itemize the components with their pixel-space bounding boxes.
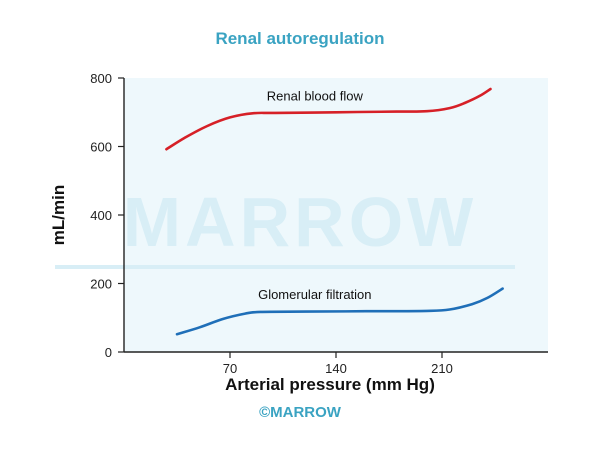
series-line-glomerular-filtration [175, 287, 504, 336]
series-labels: Renal blood flow Glomerular filtration [258, 88, 371, 302]
series-label-glomerular-filtration: Glomerular filtration [258, 287, 371, 302]
y-axis-label: mL/min [49, 185, 68, 245]
series-line-renal-blood-flow [165, 87, 492, 151]
axes: 0 200 400 600 800 70 140 210 [90, 71, 548, 376]
y-tick-label: 800 [90, 71, 112, 86]
y-tick-label: 200 [90, 277, 112, 292]
series-label-renal-blood-flow: Renal blood flow [267, 88, 364, 103]
plot-background [124, 78, 548, 352]
footer-copyright: ©MARROW [259, 404, 341, 421]
watermark-underline [55, 265, 515, 269]
x-tick-label: 140 [325, 361, 347, 376]
x-tick-label: 210 [431, 361, 453, 376]
watermark: MARROW [123, 183, 477, 261]
series-layer [165, 87, 504, 336]
x-tick-label: 70 [223, 361, 237, 376]
y-tick-label: 400 [90, 208, 112, 223]
x-axis-label: Arterial pressure (mm Hg) [225, 375, 435, 394]
y-tick-label: 600 [90, 140, 112, 155]
y-tick-label: 0 [105, 345, 112, 360]
chart-title: Renal autoregulation [215, 29, 384, 48]
